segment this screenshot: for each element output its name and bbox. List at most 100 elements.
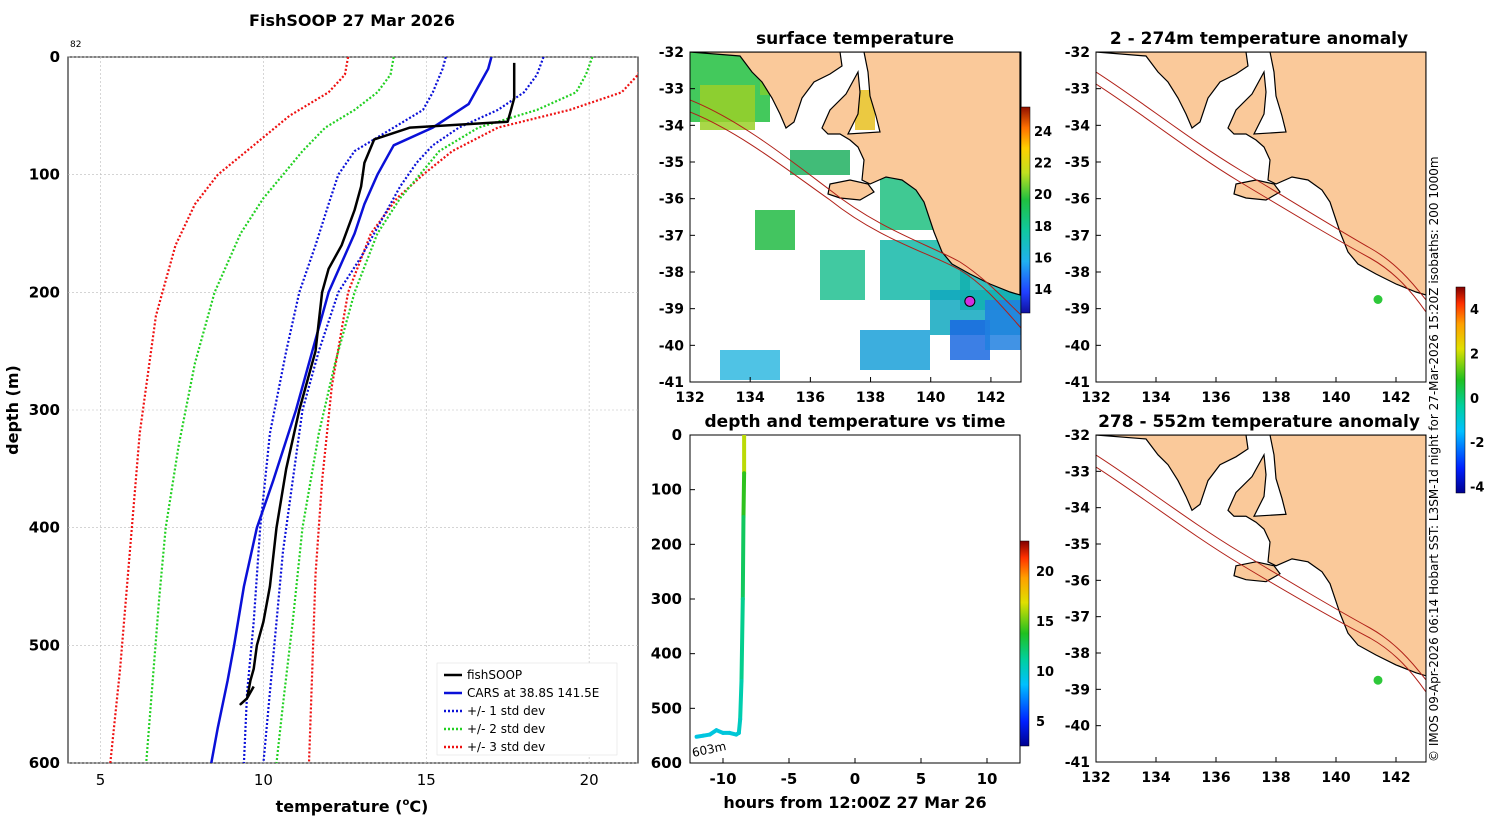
legend-entry-sd1: +/- 1 std dev <box>467 704 545 718</box>
time-colorbar-tick: 5 <box>1036 715 1045 730</box>
sst-isobath-200 <box>690 99 1021 316</box>
x-tick-label: 10 <box>254 771 273 789</box>
sst-panel: surface temperature -32-33-34-35-36-37-3… <box>659 29 1052 406</box>
y-tick-label: 300 <box>29 401 60 419</box>
y-tick-label: -38 <box>1065 265 1090 281</box>
y-tick-label: -35 <box>659 155 684 171</box>
anomaly-colorbar-tick: 0 <box>1470 392 1479 407</box>
anomaly-panel-shallow: 2 - 274m temperature anomaly -32-33-34-3… <box>1065 29 1427 406</box>
sst-isobath-1000 <box>690 111 1021 329</box>
anom2-title: 278 - 552m temperature anomaly <box>1098 412 1420 432</box>
y-tick-label: -36 <box>1065 573 1090 589</box>
y-tick-label: -40 <box>1065 338 1091 354</box>
y-tick-label: -37 <box>1065 610 1090 626</box>
sst-colorbar-tick: 24 <box>1034 125 1052 140</box>
anom1-location-marker <box>1373 295 1383 304</box>
y-tick-label: 0 <box>672 426 682 444</box>
y-tick-label: -33 <box>1065 464 1090 480</box>
corner-label: 82 <box>70 40 81 50</box>
sst-patch <box>720 350 780 380</box>
legend-entry-sd2: +/- 2 std dev <box>467 722 545 736</box>
anomaly-colorbar-ticks: -4 -2 0 2 4 <box>1470 303 1484 495</box>
y-tick-label: -38 <box>659 265 684 281</box>
y-tick-label: -32 <box>1065 428 1090 444</box>
x-tick-label: 134 <box>736 390 765 406</box>
sst-colorbar-tick: 22 <box>1034 156 1052 171</box>
time-colorbar-tick: 15 <box>1036 615 1054 630</box>
time-track-segment <box>736 717 743 735</box>
sst-colorbar <box>1020 106 1031 314</box>
x-tick-label: 5 <box>916 770 926 788</box>
legend-box <box>436 662 618 756</box>
x-tick-label: 132 <box>1081 770 1110 786</box>
y-tick-label: -39 <box>1065 682 1090 698</box>
sst-patch <box>790 150 850 175</box>
anom1-axes-box <box>1095 51 1427 383</box>
y-tick-label: 400 <box>29 519 60 537</box>
y-tick-label: -37 <box>659 228 684 244</box>
sst-field <box>690 52 1021 380</box>
y-tick-label: 600 <box>651 754 682 772</box>
x-tick-label: 0 <box>850 770 860 788</box>
y-tick-label: -39 <box>659 302 684 318</box>
sst-patch <box>820 250 865 300</box>
time-track-segment <box>738 679 744 722</box>
x-tick-label: -5 <box>781 770 798 788</box>
x-tick-label: 15 <box>417 771 436 789</box>
anom1-field <box>1096 52 1426 313</box>
sst-colorbar-tick: 18 <box>1034 220 1052 235</box>
anomaly-colorbar-tick: -4 <box>1470 480 1484 495</box>
y-tick-label: -39 <box>1065 302 1090 318</box>
y-tick-label: 400 <box>651 645 682 663</box>
series-line-sd2-lower <box>145 57 395 763</box>
x-tick-label: 138 <box>1261 390 1290 406</box>
x-tick-label: 142 <box>1381 390 1410 406</box>
sst-location-marker <box>964 295 976 307</box>
y-tick-label: 600 <box>29 754 60 772</box>
sst-patch <box>855 90 875 130</box>
time-colorbar-ticks: 5 10 15 20 <box>1036 565 1054 730</box>
x-tick-label: 140 <box>1321 770 1350 786</box>
time-colorbar-tick: 20 <box>1036 565 1054 580</box>
x-tick-label: -10 <box>709 770 736 788</box>
time-track-segment <box>694 733 706 739</box>
x-tick-label: 132 <box>1081 390 1110 406</box>
time-colorbar <box>1019 540 1030 747</box>
y-tick-label: -34 <box>659 118 685 134</box>
y-tick-label: -35 <box>1065 155 1090 171</box>
credit-text: © IMOS 09-Apr-2026 06:14 Hobart SST: L3S… <box>1427 156 1441 762</box>
x-tick-label: 20 <box>580 771 599 789</box>
y-tick-label: -35 <box>1065 537 1090 553</box>
legend-entry-cars: CARS at 38.8S 141.5E <box>467 686 599 700</box>
series-line-sd3-upper <box>307 71 638 763</box>
anom1-isobath-1000 <box>1096 83 1426 313</box>
y-tick-label: -36 <box>659 192 684 208</box>
anomaly-colorbar <box>1455 286 1466 494</box>
y-tick-label: -34 <box>1065 501 1091 517</box>
anomaly-colorbar-tick: 4 <box>1470 303 1479 318</box>
y-tick-label: -41 <box>659 375 684 391</box>
x-tick-label: 142 <box>1381 770 1410 786</box>
series-line-sd1-lower <box>242 57 447 763</box>
series-line-sd3-lower <box>109 57 350 763</box>
y-tick-label: 500 <box>651 699 682 717</box>
time-panel: depth and temperature vs time -10 -5 0 5 100… <box>651 412 1054 812</box>
x-tick-label: 134 <box>1141 770 1170 786</box>
x-tick-label: 140 <box>916 390 945 406</box>
profile-series <box>109 57 638 763</box>
anom2-isobath-200 <box>1096 454 1426 681</box>
y-tick-label: -33 <box>1065 82 1090 98</box>
x-tick-label: 138 <box>1261 770 1290 786</box>
anom2-axes-box <box>1095 434 1427 763</box>
legend-entry-sd3: +/- 3 std dev <box>467 740 545 754</box>
sst-patch <box>700 85 755 130</box>
sst-colorbar-ticks: 14 16 18 20 22 24 <box>1034 125 1052 298</box>
x-tick-label: 134 <box>1141 390 1170 406</box>
y-tick-label: -40 <box>659 338 685 354</box>
profile-xlabel: temperature (oC) <box>276 797 429 816</box>
